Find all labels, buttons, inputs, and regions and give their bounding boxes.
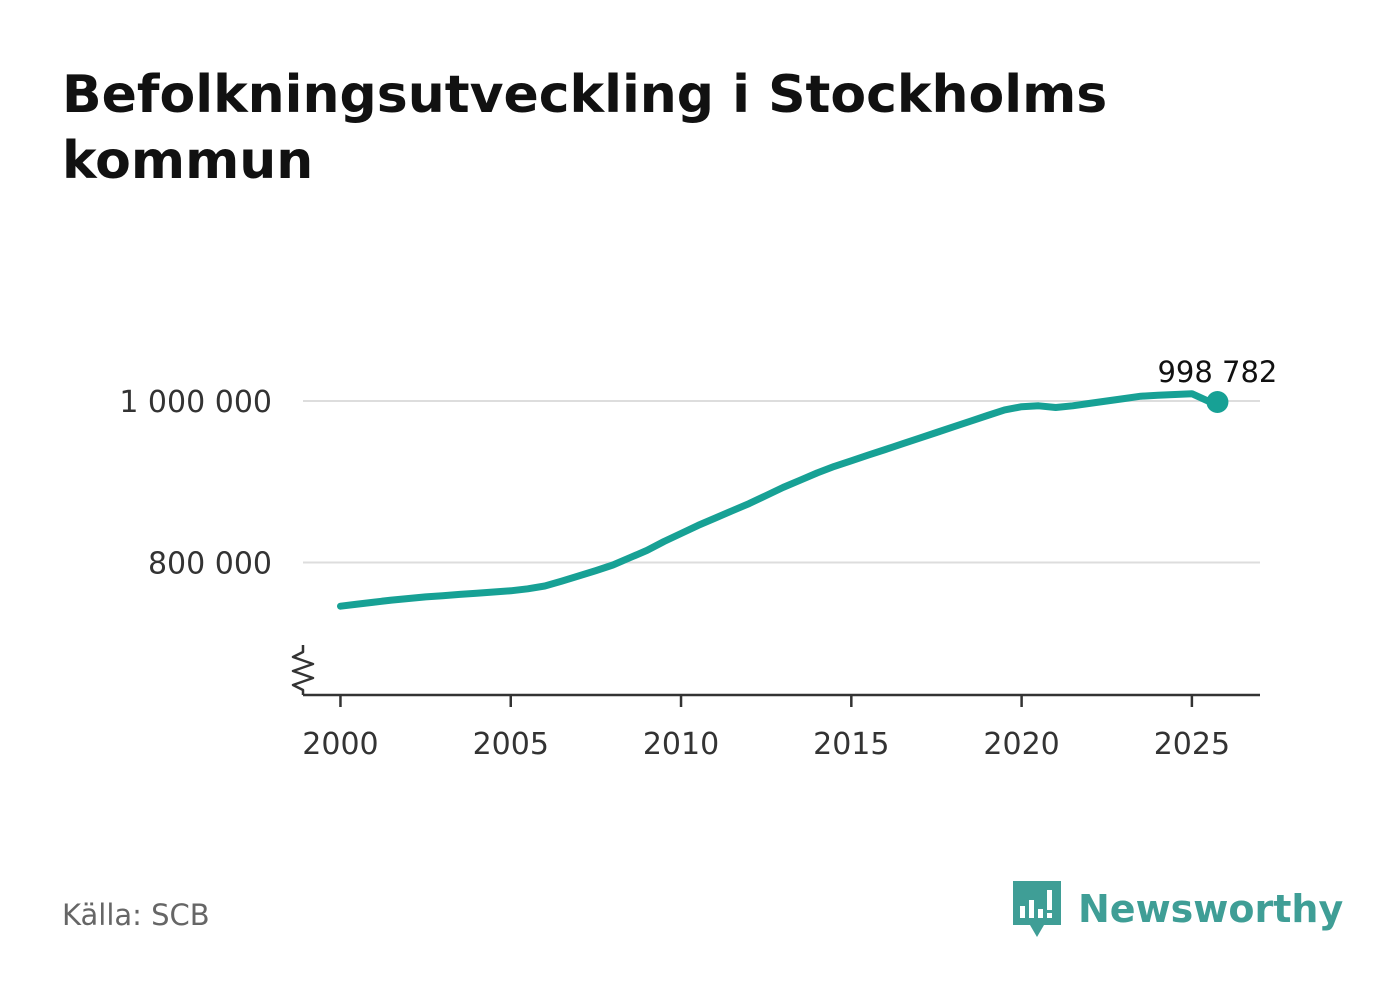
source-note: Källa: SCB: [62, 898, 210, 932]
brand-name: Newsworthy: [1078, 887, 1344, 931]
x-axis: [291, 645, 1260, 697]
x-tick-label-3: 2015: [813, 727, 889, 762]
y-tick-label-1: 1 000 000: [119, 385, 272, 420]
newsworthy-logo-icon: [1013, 881, 1061, 937]
x-tick-label-1: 2005: [473, 727, 549, 762]
y-axis-break-icon: [291, 645, 315, 695]
x-axis-ticks: 2000 2005 2010 2015 2020 2025: [302, 695, 1230, 762]
series-layer: 998 782: [337, 355, 1277, 610]
x-tick-label-0: 2000: [302, 727, 378, 762]
x-tick-label-4: 2020: [983, 727, 1059, 762]
y-tick-label-0: 800 000: [148, 547, 272, 582]
end-point-label: 998 782: [1157, 355, 1277, 389]
x-tick-label-5: 2025: [1154, 727, 1230, 762]
end-point-marker: [1206, 390, 1229, 413]
gridlines: [303, 400, 1260, 564]
brand-logo[interactable]: Newsworthy: [1010, 878, 1343, 940]
y-axis-ticks: 800 000 1 000 000: [119, 385, 272, 582]
x-tick-label-2: 2010: [643, 727, 719, 762]
series-line-0: [337, 390, 1221, 610]
chart-title: Befolkningsutveckling i Stockholms kommu…: [62, 65, 1108, 191]
